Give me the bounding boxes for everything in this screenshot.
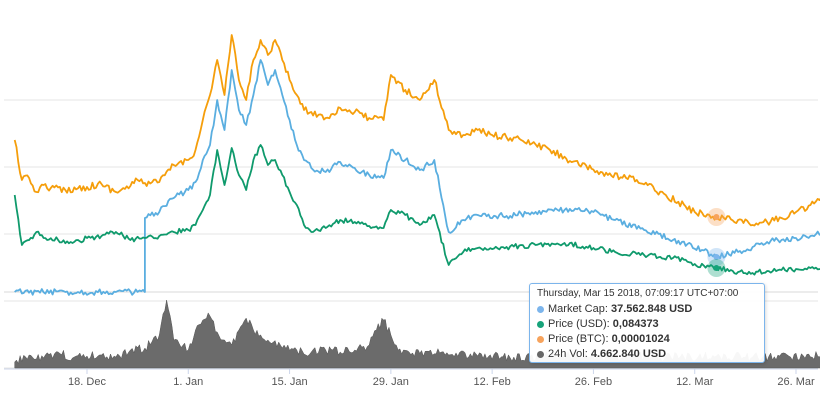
x-tick-label: 29. Jan — [373, 376, 409, 388]
tooltip-row-volume: 24h Vol: 4.662.840 USD — [537, 347, 757, 362]
x-axis: 18. Dec 1. Jan 15. Jan 29. Jan 12. Feb 26. Fe… — [4, 368, 818, 388]
dot-icon — [537, 335, 544, 343]
hover-point — [713, 254, 720, 260]
series-line-market-cap — [14, 59, 820, 296]
hover-markers — [707, 208, 726, 277]
dot-icon — [537, 305, 544, 313]
tooltip-value: 37.562.848 USD — [610, 303, 693, 315]
x-tick-label: 26. Feb — [575, 376, 612, 388]
x-tick-label: 12. Mar — [676, 376, 714, 388]
tooltip-value: 0,084373 — [612, 318, 659, 330]
tooltip-label: 24h Vol — [548, 348, 585, 360]
tooltip-value: 4.662.840 USD — [590, 348, 667, 360]
tooltip-label: Market Cap — [548, 303, 605, 315]
x-tick-label: 18. Dec — [68, 376, 106, 388]
tooltip: Thursday, Mar 15 2018, 07:09:17 UTC+07:0… — [529, 283, 765, 363]
tooltip-label: Price (BTC) — [548, 333, 606, 345]
series-line-price-btc — [13, 34, 820, 227]
series-lines — [13, 34, 820, 296]
x-tick-label: 15. Jan — [272, 376, 308, 388]
x-tick-label: 1. Jan — [173, 376, 203, 388]
hover-point — [713, 265, 720, 271]
series-line-price-usd — [13, 144, 820, 276]
dot-icon — [537, 350, 544, 358]
tooltip-row-price-btc: Price (BTC): 0,00001024 — [537, 332, 757, 347]
dot-icon — [537, 320, 544, 328]
tooltip-value: 0,00001024 — [611, 333, 670, 345]
x-tick-label: 12. Feb — [473, 376, 510, 388]
tooltip-row-price-usd: Price (USD): 0,084373 — [537, 317, 757, 332]
tooltip-label: Price (USD) — [548, 318, 607, 330]
hover-point — [713, 214, 720, 220]
tooltip-header: Thursday, Mar 15 2018, 07:09:17 UTC+07:0… — [537, 288, 739, 299]
x-tick-label: 26. Mar — [777, 376, 815, 388]
tooltip-row-market-cap: Market Cap: 37.562.848 USD — [537, 302, 757, 317]
